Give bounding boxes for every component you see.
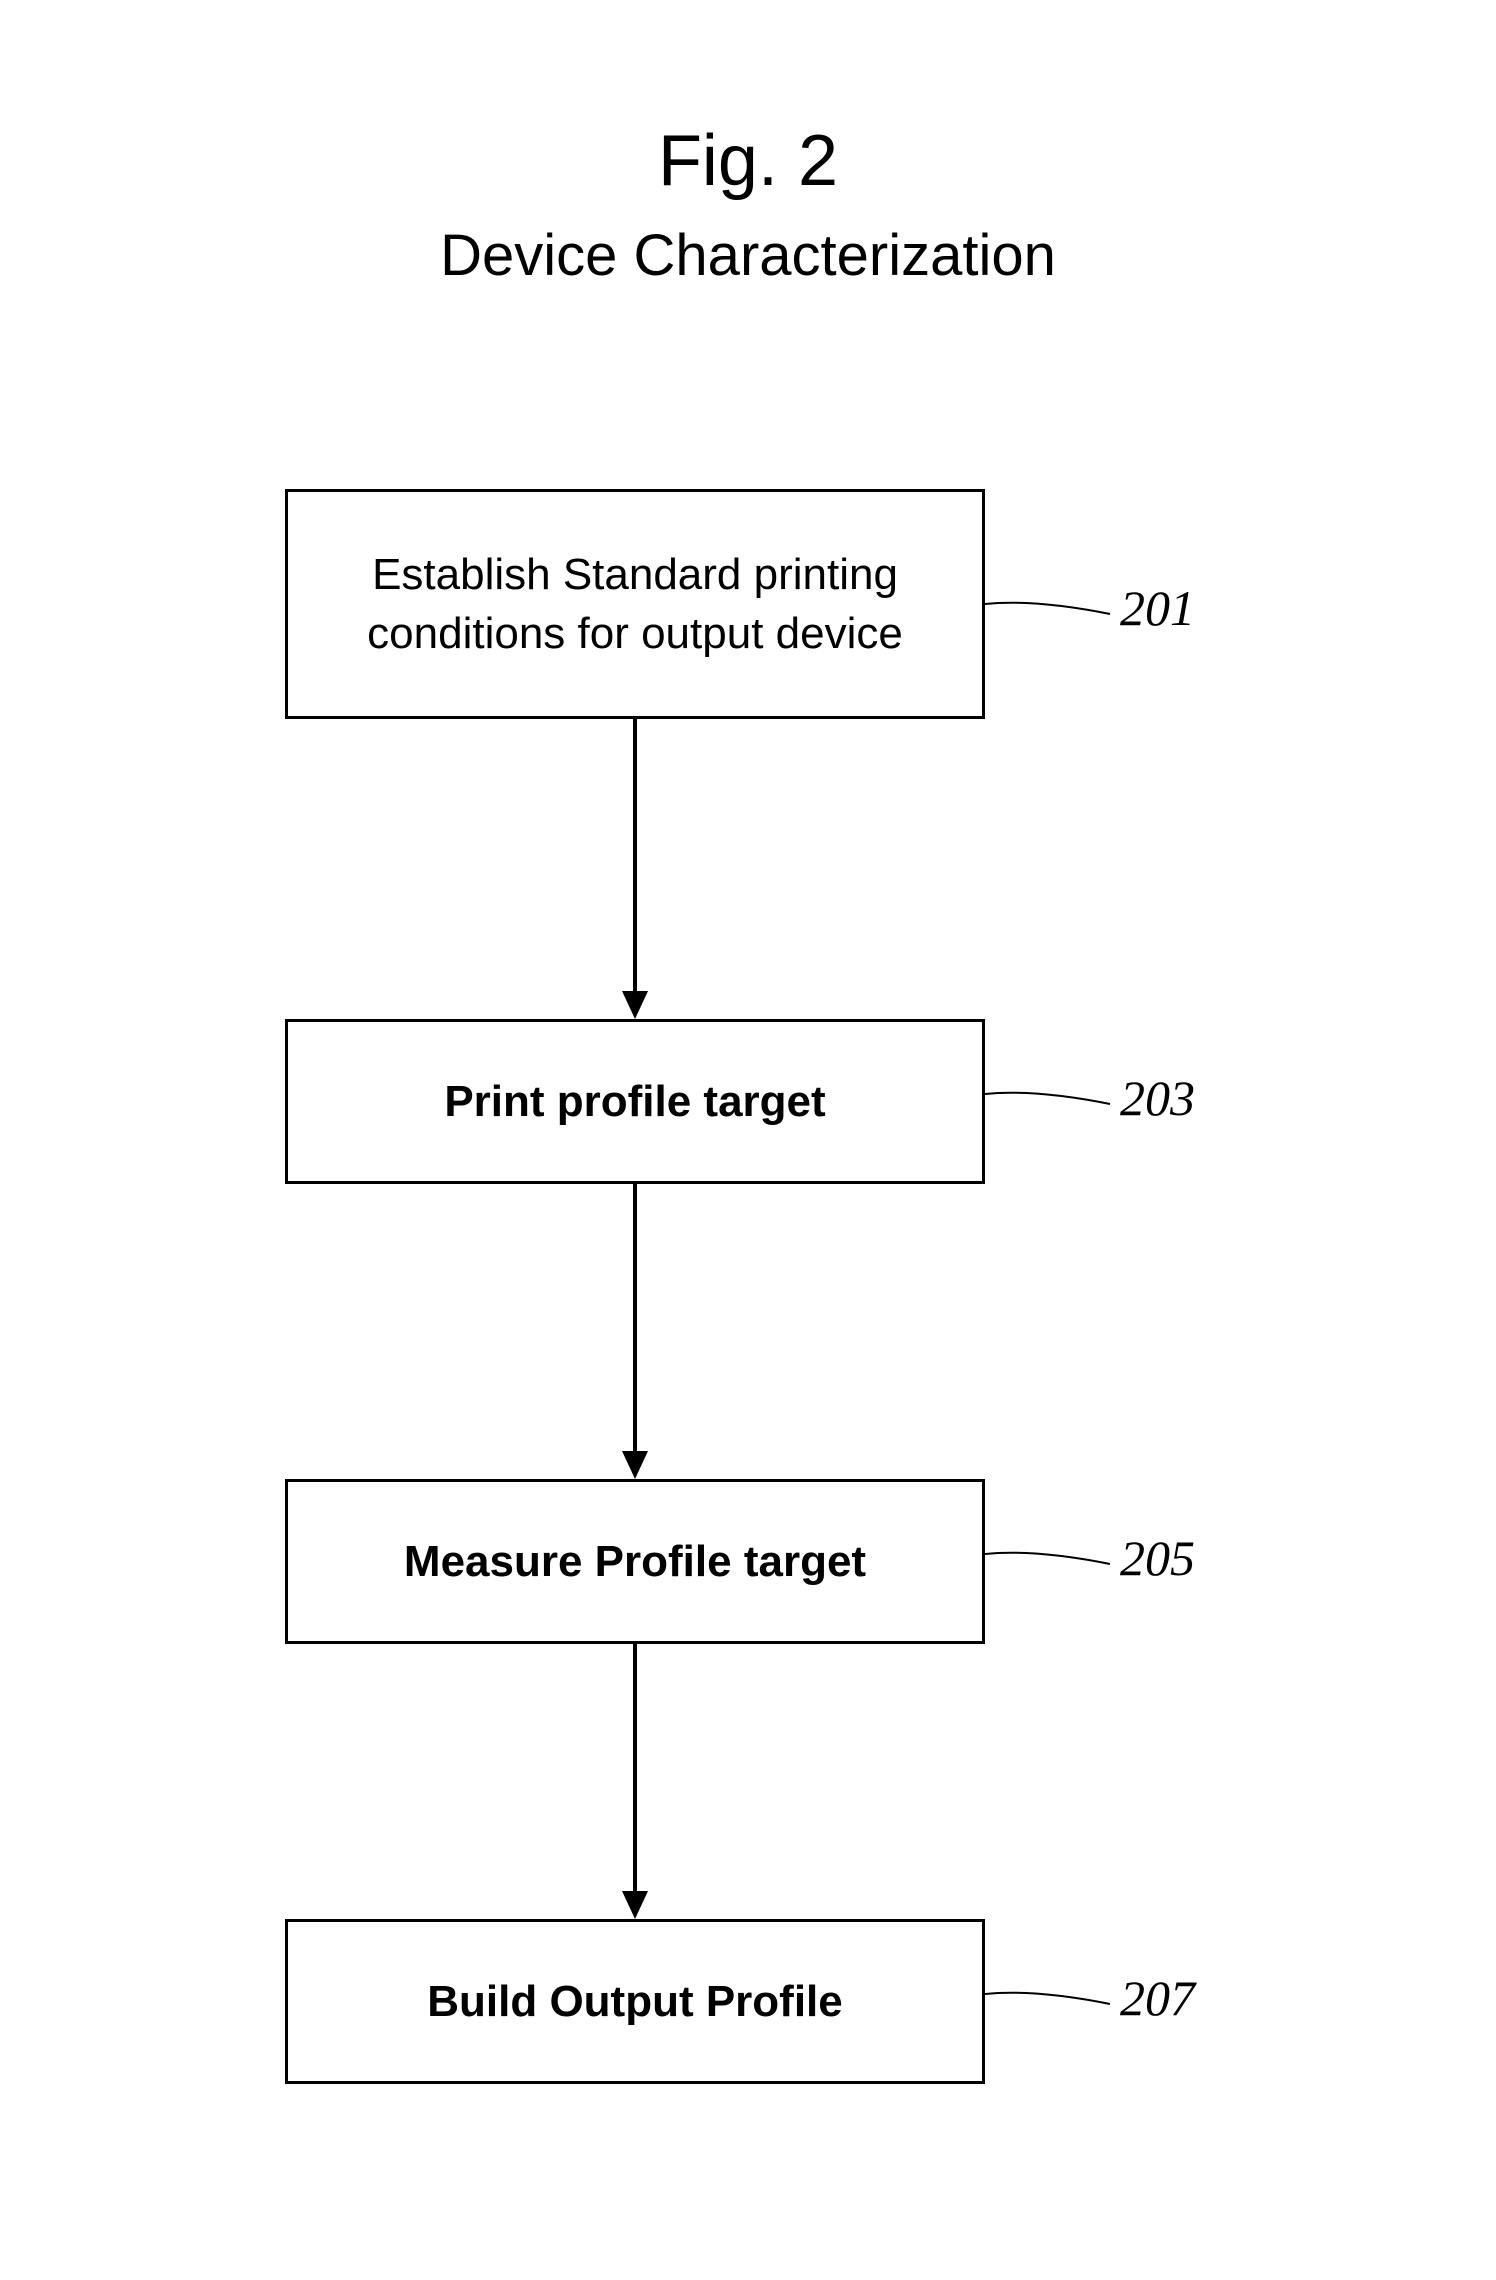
arrow-2-3 bbox=[610, 1184, 660, 1479]
flow-node-measure-target: Measure Profile target bbox=[285, 1479, 985, 1644]
ref-number: 207 bbox=[1120, 1969, 1195, 2027]
flow-node-establish-conditions: Establish Standard printing conditions f… bbox=[285, 489, 985, 719]
ref-number: 203 bbox=[1120, 1069, 1195, 1127]
arrow-3-4 bbox=[610, 1644, 660, 1919]
leader-line bbox=[985, 1549, 1115, 1579]
leader-line bbox=[985, 1989, 1115, 2019]
figure-title: Fig. 2 bbox=[0, 0, 1496, 202]
node-text: Establish Standard printing conditions f… bbox=[318, 545, 952, 664]
ref-number: 205 bbox=[1120, 1529, 1195, 1587]
flow-node-build-profile: Build Output Profile bbox=[285, 1919, 985, 2084]
node-text: Build Output Profile bbox=[427, 1977, 843, 2027]
node-text: Measure Profile target bbox=[404, 1537, 866, 1587]
leader-line bbox=[985, 599, 1115, 629]
arrow-1-2 bbox=[610, 719, 660, 1019]
leader-line bbox=[985, 1089, 1115, 1119]
node-text: Print profile target bbox=[444, 1077, 825, 1127]
flow-node-print-target: Print profile target bbox=[285, 1019, 985, 1184]
ref-number: 201 bbox=[1120, 579, 1195, 637]
figure-subtitle: Device Characterization bbox=[0, 202, 1496, 289]
